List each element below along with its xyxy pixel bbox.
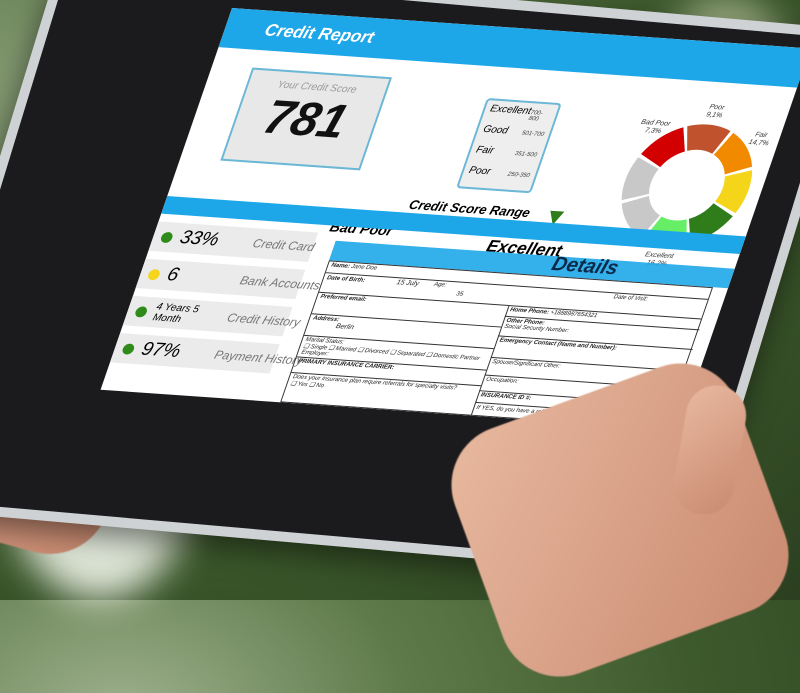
stat-bank-accounts: 6 Bank Accounts xyxy=(135,258,322,300)
donut-segment xyxy=(621,195,660,238)
status-dot-icon xyxy=(121,342,136,355)
donut-segment xyxy=(713,132,753,175)
referral-checkboxes[interactable]: ❑ Yes ❑ No xyxy=(289,381,325,390)
stat-payment-history: 97% Payment History xyxy=(109,332,305,374)
dob-value: 15 July xyxy=(395,279,420,288)
range-row: Poor 250-350 xyxy=(467,165,531,180)
donut-segment xyxy=(621,157,659,201)
donut-segment xyxy=(641,127,685,168)
donut-label: 7,3% xyxy=(644,126,663,135)
stat-credit-card: 33% Credit Card xyxy=(148,221,319,262)
donut-label: 9,1% xyxy=(705,111,724,120)
donut-label: Bad Poor xyxy=(640,118,672,128)
status-dot-icon xyxy=(159,231,175,243)
donut-label: Poor xyxy=(708,103,726,112)
score-value: 781 xyxy=(256,91,355,149)
donut-label: 14,7% xyxy=(747,138,770,147)
tablet-screen: Credit Report Your Credit Score 781 Exce… xyxy=(100,8,800,431)
app-title: Credit Report xyxy=(262,20,377,47)
address-value: Berlin xyxy=(334,323,355,332)
stat-credit-history: 4 Years 5 Month Credit History xyxy=(122,295,302,337)
donut-label: Excellent xyxy=(644,251,676,261)
score-range-legend: Excellent 700-800 Good 501-700 Fair 351-500… xyxy=(456,98,562,194)
donut-segment xyxy=(687,124,731,154)
credit-score-card: Your Credit Score 781 xyxy=(220,67,393,171)
home-phone-value: +1888987654321 xyxy=(549,310,599,320)
donut-label: Fair xyxy=(754,131,769,140)
name-value: Jane Doe xyxy=(350,264,378,272)
status-dot-icon xyxy=(146,268,162,280)
age-value: 35 xyxy=(455,291,464,298)
donut-segment xyxy=(715,170,753,214)
status-dot-icon xyxy=(133,305,149,318)
